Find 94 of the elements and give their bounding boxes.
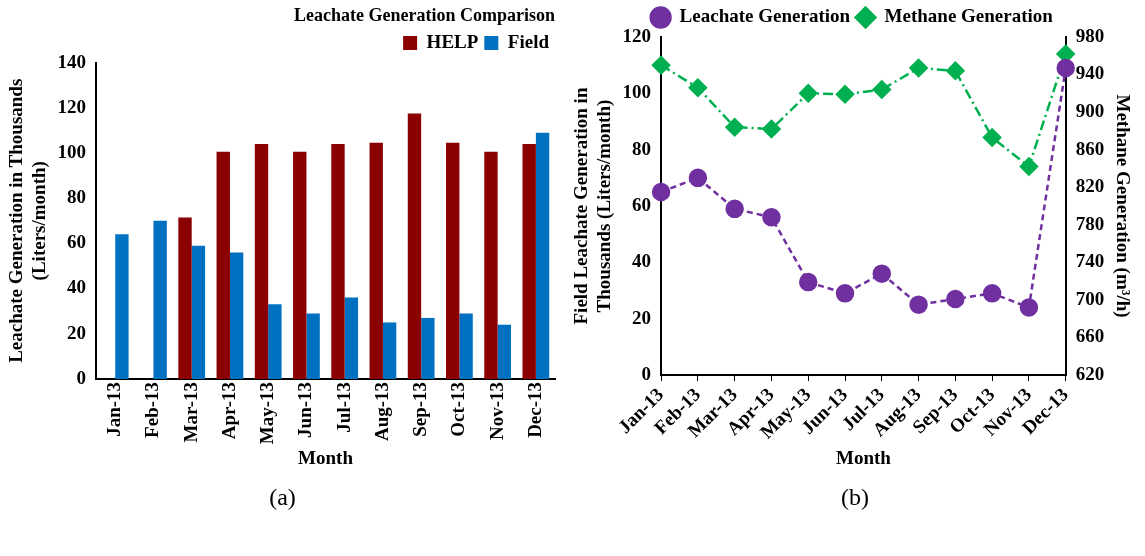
y2-tick-label: 620	[1075, 362, 1105, 384]
chart-title: Leachate Generation Comparison	[294, 5, 555, 26]
y2-tick-label: 820	[1075, 175, 1105, 197]
bar	[407, 113, 422, 379]
y-tick-label: 40	[67, 276, 87, 298]
y2-tick-label: 900	[1075, 100, 1105, 122]
point	[1056, 58, 1075, 78]
point	[798, 84, 818, 103]
y-tick-label: 20	[632, 306, 652, 328]
y2-tick-label: 740	[1075, 250, 1105, 272]
legend-label: Leachate Generation	[679, 5, 851, 27]
legend-label: Methane Generation	[884, 5, 1054, 27]
y-tick-label: 0	[76, 366, 87, 388]
point	[725, 117, 744, 137]
y-tick-label: 20	[67, 321, 87, 343]
x-tick-label: Nov-13	[485, 381, 507, 440]
y-tick-label: 120	[57, 95, 87, 117]
y-tick-label: 120	[622, 24, 652, 46]
point	[909, 58, 928, 78]
point	[909, 295, 928, 314]
bar	[459, 313, 473, 379]
y2-tick-label: 780	[1075, 212, 1105, 234]
bar	[254, 143, 269, 379]
point	[1019, 298, 1039, 317]
bar	[331, 143, 345, 379]
y-tick-label: 100	[57, 140, 87, 162]
y2-tick-label: 980	[1075, 24, 1105, 46]
bar	[344, 297, 359, 379]
point	[798, 272, 818, 292]
y-axis-title: Leachate Generation in Thousands (Liters/month)	[5, 78, 51, 363]
y-tick-label: 60	[67, 231, 87, 253]
x-tick-label: May-13	[256, 381, 278, 445]
y-tick-label: 140	[57, 50, 87, 72]
bar	[153, 220, 167, 379]
bar	[497, 324, 512, 379]
bar	[382, 322, 397, 379]
point	[982, 284, 1002, 303]
bar	[191, 245, 206, 379]
legend-label: Field	[507, 31, 550, 53]
point	[872, 264, 892, 283]
point	[1019, 157, 1039, 176]
y-tick-label: 80	[67, 186, 87, 208]
x-tick-label: Aug-13	[370, 381, 392, 442]
x-axis-title: Month	[298, 446, 354, 468]
x-tick-label: Dec-13	[523, 381, 545, 438]
x-tick-label: Jun-13	[294, 381, 316, 438]
y-tick-label: 40	[632, 250, 652, 272]
y-tick-label: 80	[632, 137, 652, 159]
bar	[115, 234, 129, 379]
text: (b)	[840, 484, 870, 511]
bar	[446, 142, 460, 379]
y2-tick-label: 940	[1075, 62, 1105, 84]
text: (a)	[268, 484, 297, 511]
x-tick-label: Sep-13	[409, 381, 431, 437]
x-tick-label: Mar-13	[179, 381, 201, 443]
legend-label: HELP	[426, 31, 479, 53]
bar	[229, 252, 244, 379]
y-tick-label: 60	[632, 193, 652, 215]
y-tick-label: 100	[622, 81, 652, 103]
y-axis-title: Field Leachate Generation in Thousands (Liters/month)	[570, 87, 616, 325]
bar	[535, 132, 550, 379]
bar	[293, 151, 307, 379]
bar	[484, 151, 498, 379]
point	[835, 284, 855, 303]
x-tick-label: Jul-13	[332, 381, 354, 433]
point	[946, 289, 965, 309]
bar	[369, 142, 383, 379]
x-axis-title: Month	[835, 446, 892, 468]
bar	[178, 217, 192, 379]
x-tick-label: Apr-13	[217, 381, 239, 440]
bar	[421, 317, 435, 379]
bar	[268, 304, 282, 379]
y2-tick-label: 860	[1075, 137, 1105, 159]
point	[762, 119, 781, 139]
point	[872, 80, 892, 99]
x-tick-label: Oct-13	[447, 381, 469, 437]
point	[725, 199, 744, 219]
x-tick-label: Feb-13	[141, 381, 163, 438]
bar	[216, 151, 230, 379]
y2-tick-label: 660	[1075, 325, 1105, 347]
y-tick-label: 0	[641, 362, 652, 384]
point	[835, 85, 855, 104]
y2-axis-title: Methane Generation (m³/h)	[1111, 94, 1134, 318]
point	[651, 55, 671, 75]
point	[982, 128, 1002, 147]
y2-tick-label: 700	[1075, 287, 1105, 309]
point	[946, 61, 965, 81]
point	[688, 78, 708, 97]
point	[688, 168, 708, 188]
point	[762, 208, 781, 227]
bar	[522, 143, 536, 379]
x-tick-label: Jan-13	[103, 381, 125, 437]
bar	[306, 313, 320, 379]
point	[651, 182, 671, 202]
